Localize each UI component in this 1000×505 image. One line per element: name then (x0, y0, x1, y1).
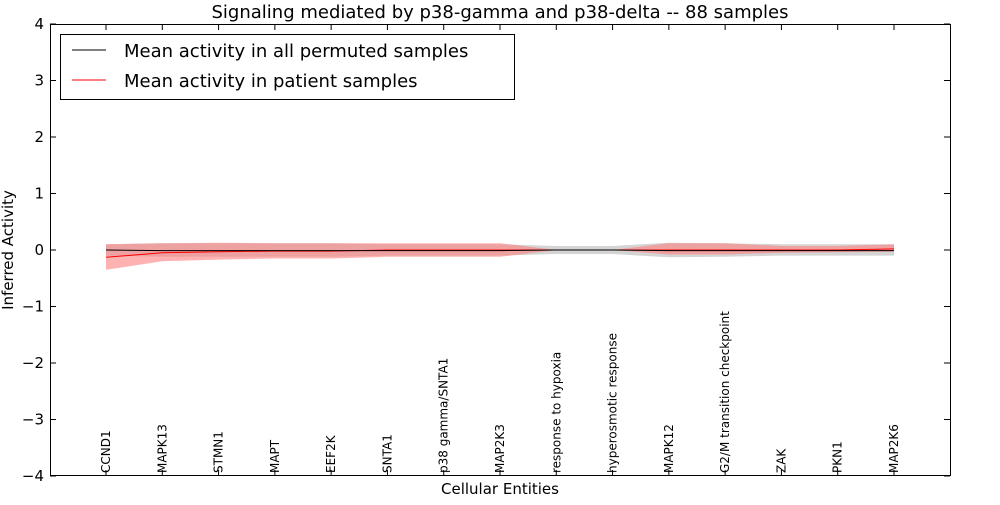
y-tick-label: 2 (34, 128, 44, 146)
x-tick-label: MAPK13 (155, 424, 169, 473)
legend: Mean activity in all permuted samples Me… (61, 35, 515, 100)
legend-label-patient: Mean activity in patient samples (124, 71, 418, 92)
x-tick-label: MAPT (268, 439, 282, 473)
y-tick-label: −2 (22, 354, 44, 372)
x-tick-label: EEF2K (324, 434, 338, 473)
y-tick-label: 0 (34, 241, 44, 259)
x-axis-label: Cellular Entities (441, 480, 559, 498)
x-tick-label: CCND1 (99, 430, 113, 473)
y-tick-label: −4 (22, 467, 44, 485)
x-tick-label: MAP2K6 (887, 424, 901, 473)
x-tick-label: PKN1 (831, 441, 845, 473)
x-tick-label: G2/M transition checkpoint (718, 311, 732, 473)
y-axis-label: Inferred Activity (0, 190, 17, 310)
y-tick-label: 4 (34, 15, 44, 33)
band-patient (106, 243, 894, 270)
x-tick-label: hyperosmotic response (606, 333, 620, 473)
x-tick-label: MAPK12 (662, 424, 676, 473)
x-tick-label: p38 gamma/SNTA1 (437, 358, 451, 473)
x-tick-label: STMN1 (212, 431, 226, 473)
chart-title: Signaling mediated by p38-gamma and p38-… (212, 2, 789, 23)
x-tick-label: MAP2K3 (493, 424, 507, 473)
y-tick-label: −1 (22, 298, 44, 316)
legend-label-permuted: Mean activity in all permuted samples (124, 41, 468, 62)
x-tick-label: response to hypoxia (549, 352, 563, 473)
x-tick-label: SNTA1 (380, 434, 394, 473)
y-tick-label: −3 (22, 411, 44, 429)
y-tick-label: 1 (34, 185, 44, 203)
x-tick-label: ZAK (774, 448, 788, 473)
y-tick-label: 3 (34, 72, 44, 90)
